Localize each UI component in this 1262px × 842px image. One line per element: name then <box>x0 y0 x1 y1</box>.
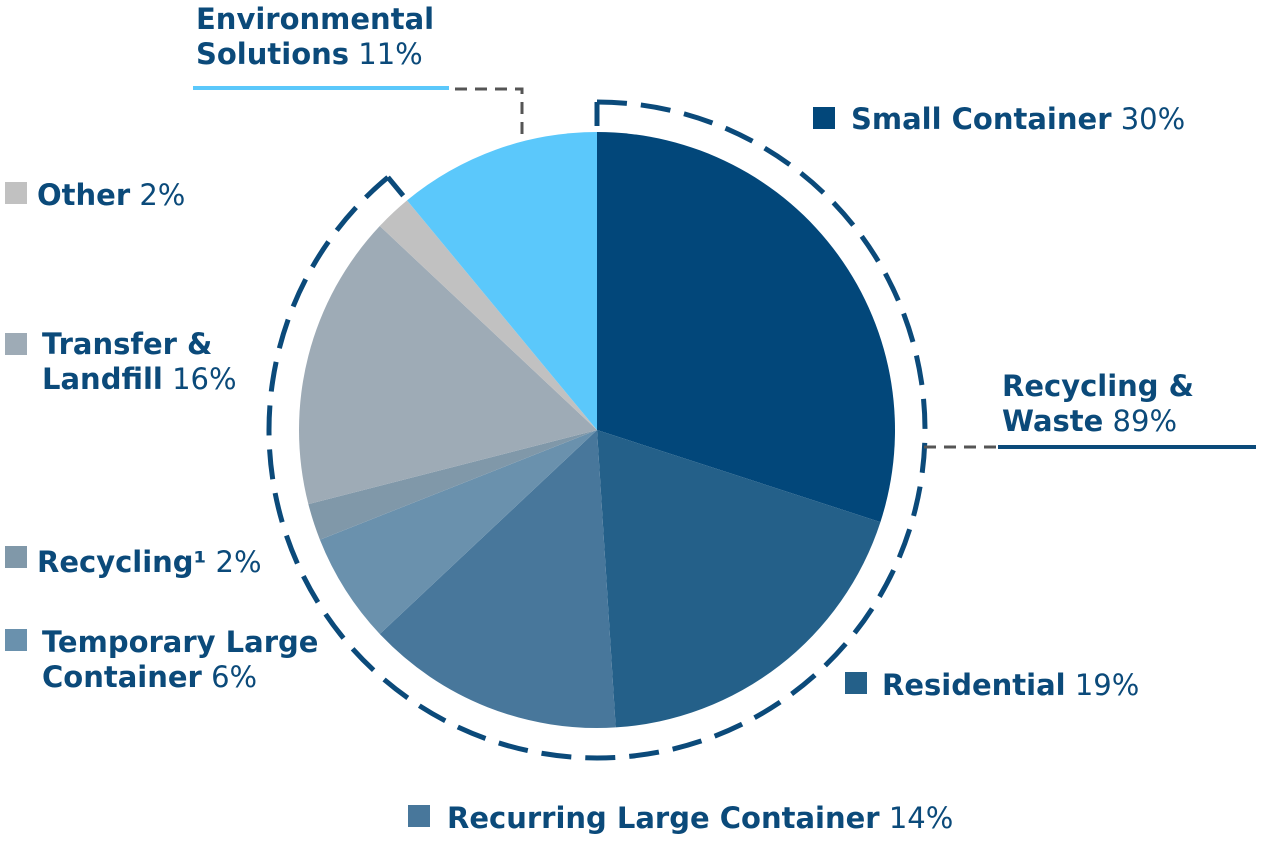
legend-swatch-temporary-large-container <box>5 629 27 651</box>
environmental-name-line1: Environmental <box>196 2 435 36</box>
label-other: Other 2% <box>37 178 185 213</box>
pie-slice-small-container <box>597 132 896 523</box>
label-environmental-solutions: Environmental Solutions 11% <box>196 2 434 72</box>
label-small-container: Small Container 30% <box>851 102 1185 137</box>
recycling-waste-pct: 89% <box>1112 404 1178 438</box>
legend-swatch-small-container <box>813 107 835 129</box>
label-residential: Residential 19% <box>882 668 1139 703</box>
temporary-large-name-line1: Temporary Large <box>42 625 319 659</box>
small-container-pct: 30% <box>1120 102 1186 136</box>
label-recurring-large-container: Recurring Large Container 14% <box>447 801 953 836</box>
group-ring-cap <box>385 175 406 198</box>
label-recycling-waste: Recycling & Waste 89% <box>1002 369 1194 439</box>
legend-swatch-recurring-large-container <box>408 805 430 827</box>
pie-slice-environmental-solutions <box>407 132 597 430</box>
temporary-large-name-line2: Container <box>42 660 202 694</box>
label-temporary-large-container: Temporary Large Container 6% <box>42 625 318 695</box>
label-recycling: Recycling¹ 2% <box>37 545 262 580</box>
pie-slice-recurring-large-container <box>379 430 616 728</box>
residential-pct: 19% <box>1074 668 1140 702</box>
recycling-pct: 2% <box>215 545 262 579</box>
environmental-name-line2: Solutions <box>196 37 350 71</box>
recycling-waste-underline <box>998 445 1256 449</box>
recurring-large-pct: 14% <box>888 801 954 835</box>
residential-name: Residential <box>882 668 1066 702</box>
pie-slice-recycling <box>308 430 597 540</box>
leader-line-environmental-solutions <box>455 87 524 138</box>
recycling-waste-name-line2: Waste <box>1002 404 1104 438</box>
environmental-pct: 11% <box>358 37 423 71</box>
transfer-landfill-name-line1: Transfer & <box>42 327 213 361</box>
transfer-landfill-pct: 16% <box>172 362 237 396</box>
environmental-underline <box>193 86 449 90</box>
recycling-waste-name-line1: Recycling & <box>1002 369 1194 403</box>
slices-layer <box>299 132 896 728</box>
pie-slice-other <box>379 200 597 430</box>
leader-layer <box>455 87 996 449</box>
pie-slice-residential <box>597 430 881 728</box>
other-name: Other <box>37 178 131 212</box>
recurring-large-name: Recurring Large Container <box>447 801 880 835</box>
label-transfer-landfill: Transfer & Landfill 16% <box>42 327 237 397</box>
temporary-large-pct: 6% <box>211 660 258 694</box>
legend-swatch-transfer-landfill <box>5 333 27 355</box>
other-pct: 2% <box>139 178 186 212</box>
recycling-name: Recycling¹ <box>37 545 207 579</box>
pie-slice-transfer-landfill <box>299 226 597 505</box>
small-container-name: Small Container <box>851 102 1112 136</box>
legend-swatch-recycling <box>5 546 27 568</box>
group-ring-layer <box>266 99 928 761</box>
legend-swatch-other <box>5 182 27 204</box>
legend-swatch-residential <box>845 672 867 694</box>
pie-slice-temporary-large-container <box>319 430 597 634</box>
transfer-landfill-name-line2: Landfill <box>42 362 163 396</box>
